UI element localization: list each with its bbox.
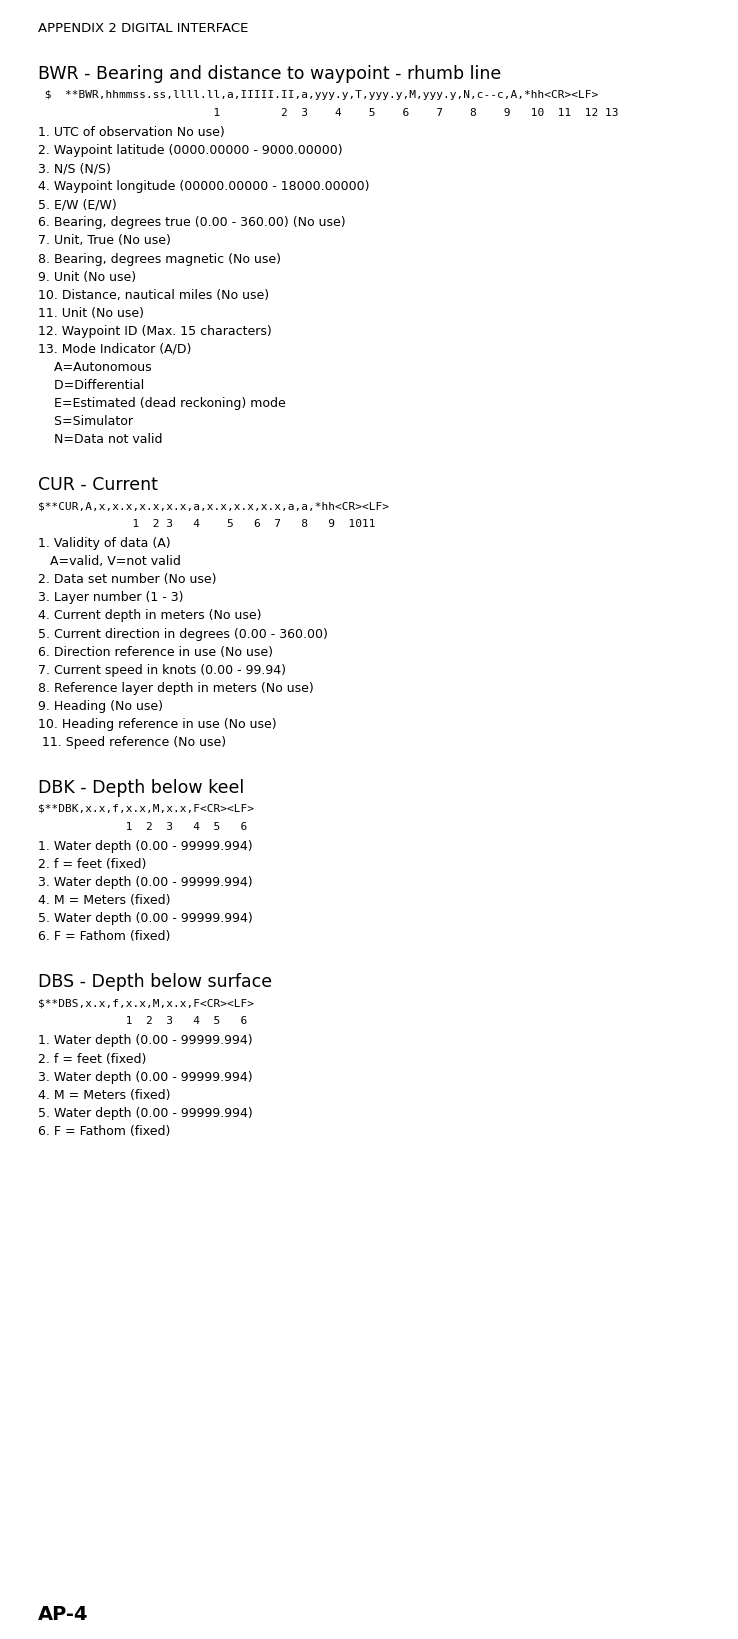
Text: 4. Waypoint longitude (00000.00000 - 18000.00000): 4. Waypoint longitude (00000.00000 - 180… [38, 180, 370, 193]
Text: 1  2  3   4  5   6: 1 2 3 4 5 6 [38, 1016, 247, 1026]
Text: 10. Distance, nautical miles (No use): 10. Distance, nautical miles (No use) [38, 288, 269, 302]
Text: 5. E/W (E/W): 5. E/W (E/W) [38, 198, 117, 211]
Text: 12. Waypoint ID (Max. 15 characters): 12. Waypoint ID (Max. 15 characters) [38, 325, 272, 338]
Text: 1. Validity of data (A): 1. Validity of data (A) [38, 538, 170, 551]
Text: 1. UTC of observation No use): 1. UTC of observation No use) [38, 126, 225, 139]
Text: 1  2 3   4    5   6  7   8   9  1011: 1 2 3 4 5 6 7 8 9 1011 [38, 520, 376, 529]
Text: $**DBS,x.x,f,x.x,M,x.x,F<CR><LF>: $**DBS,x.x,f,x.x,M,x.x,F<CR><LF> [38, 998, 254, 1008]
Text: 5. Current direction in degrees (0.00 - 360.00): 5. Current direction in degrees (0.00 - … [38, 628, 328, 641]
Text: A=valid, V=not valid: A=valid, V=not valid [38, 556, 181, 569]
Text: 2. f = feet (fixed): 2. f = feet (fixed) [38, 857, 146, 870]
Text: 6. Bearing, degrees true (0.00 - 360.00) (No use): 6. Bearing, degrees true (0.00 - 360.00)… [38, 216, 345, 229]
Text: 1. Water depth (0.00 - 99999.994): 1. Water depth (0.00 - 99999.994) [38, 839, 252, 852]
Text: 3. Layer number (1 - 3): 3. Layer number (1 - 3) [38, 592, 184, 605]
Text: 9. Unit (No use): 9. Unit (No use) [38, 270, 136, 284]
Text: 2. Waypoint latitude (0000.00000 - 9000.00000): 2. Waypoint latitude (0000.00000 - 9000.… [38, 144, 342, 157]
Text: 4. M = Meters (fixed): 4. M = Meters (fixed) [38, 1088, 170, 1101]
Text: 5. Water depth (0.00 - 99999.994): 5. Water depth (0.00 - 99999.994) [38, 911, 252, 924]
Text: CUR - Current: CUR - Current [38, 475, 158, 493]
Text: E=Estimated (dead reckoning) mode: E=Estimated (dead reckoning) mode [38, 397, 286, 410]
Text: 4. M = Meters (fixed): 4. M = Meters (fixed) [38, 893, 170, 906]
Text: 2. f = feet (fixed): 2. f = feet (fixed) [38, 1052, 146, 1065]
Text: 3. Water depth (0.00 - 99999.994): 3. Water depth (0.00 - 99999.994) [38, 1070, 252, 1083]
Text: 7. Unit, True (No use): 7. Unit, True (No use) [38, 234, 171, 247]
Text: 11. Speed reference (No use): 11. Speed reference (No use) [38, 736, 226, 749]
Text: S=Simulator: S=Simulator [38, 415, 133, 428]
Text: 13. Mode Indicator (A/D): 13. Mode Indicator (A/D) [38, 343, 191, 356]
Text: N=Data not valid: N=Data not valid [38, 433, 162, 446]
Text: $**CUR,A,x,x.x,x.x,x.x,a,x.x,x.x,x.x,a,a,*hh<CR><LF>: $**CUR,A,x,x.x,x.x,x.x,a,x.x,x.x,x.x,a,a… [38, 502, 389, 511]
Text: DBS - Depth below surface: DBS - Depth below surface [38, 974, 272, 992]
Text: 2. Data set number (No use): 2. Data set number (No use) [38, 574, 216, 587]
Text: 3. Water depth (0.00 - 99999.994): 3. Water depth (0.00 - 99999.994) [38, 875, 252, 888]
Text: 6. F = Fathom (fixed): 6. F = Fathom (fixed) [38, 1124, 170, 1137]
Text: 11. Unit (No use): 11. Unit (No use) [38, 306, 144, 320]
Text: 1         2  3    4    5    6    7    8    9   10  11  12 13: 1 2 3 4 5 6 7 8 9 10 11 12 13 [38, 108, 618, 118]
Text: 6. F = Fathom (fixed): 6. F = Fathom (fixed) [38, 929, 170, 942]
Text: 7. Current speed in knots (0.00 - 99.94): 7. Current speed in knots (0.00 - 99.94) [38, 664, 286, 677]
Text: $  **BWR,hhmmss.ss,llll.ll,a,IIIII.II,a,yyy.y,T,yyy.y,M,yyy.y,N,c--c,A,*hh<CR><L: $ **BWR,hhmmss.ss,llll.ll,a,IIIII.II,a,y… [38, 90, 599, 100]
Text: AP-4: AP-4 [38, 1605, 89, 1623]
Text: BWR - Bearing and distance to waypoint - rhumb line: BWR - Bearing and distance to waypoint -… [38, 66, 501, 84]
Text: 8. Reference layer depth in meters (No use): 8. Reference layer depth in meters (No u… [38, 682, 314, 695]
Text: 3. N/S (N/S): 3. N/S (N/S) [38, 162, 111, 175]
Text: D=Differential: D=Differential [38, 379, 144, 392]
Text: APPENDIX 2 DIGITAL INTERFACE: APPENDIX 2 DIGITAL INTERFACE [38, 21, 249, 34]
Text: DBK - Depth below keel: DBK - Depth below keel [38, 779, 244, 797]
Text: 5. Water depth (0.00 - 99999.994): 5. Water depth (0.00 - 99999.994) [38, 1106, 252, 1119]
Text: 6. Direction reference in use (No use): 6. Direction reference in use (No use) [38, 646, 273, 659]
Text: 8. Bearing, degrees magnetic (No use): 8. Bearing, degrees magnetic (No use) [38, 252, 281, 266]
Text: 10. Heading reference in use (No use): 10. Heading reference in use (No use) [38, 718, 277, 731]
Text: A=Autonomous: A=Autonomous [38, 361, 151, 374]
Text: 1  2  3   4  5   6: 1 2 3 4 5 6 [38, 821, 247, 831]
Text: 4. Current depth in meters (No use): 4. Current depth in meters (No use) [38, 610, 261, 623]
Text: $**DBK,x.x,f,x.x,M,x.x,F<CR><LF>: $**DBK,x.x,f,x.x,M,x.x,F<CR><LF> [38, 803, 254, 813]
Text: 9. Heading (No use): 9. Heading (No use) [38, 700, 163, 713]
Text: 1. Water depth (0.00 - 99999.994): 1. Water depth (0.00 - 99999.994) [38, 1034, 252, 1047]
